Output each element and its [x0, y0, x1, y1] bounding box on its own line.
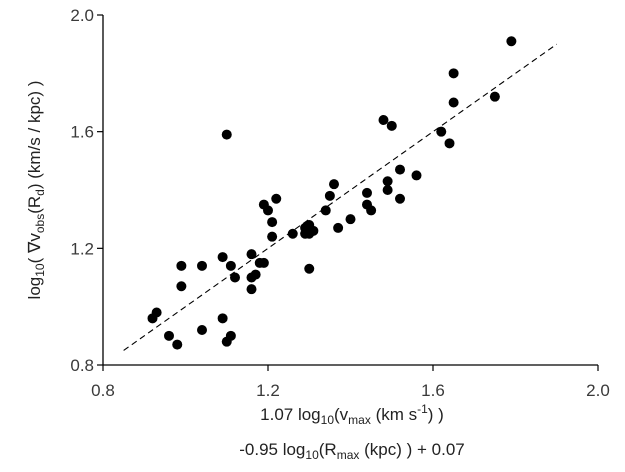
data-point — [271, 193, 282, 204]
data-point — [382, 176, 393, 187]
x-tick-label: 1.2 — [256, 381, 280, 400]
data-point — [411, 170, 422, 181]
data-point — [362, 187, 372, 198]
data-point — [304, 263, 315, 274]
x-axis-label-line1: 1.07 log10(vmax (km s-1) ) — [260, 402, 444, 427]
y-tick-label: 2.0 — [70, 6, 94, 25]
data-point — [324, 190, 335, 201]
data-point — [267, 231, 278, 242]
data-point — [258, 257, 269, 268]
data-point — [225, 330, 236, 341]
data-point — [217, 313, 228, 324]
y-axis-label: log10( ∇vobs(Rd) (km/s / kpc) ) — [25, 81, 47, 300]
data-point — [506, 36, 517, 47]
data-point — [386, 120, 397, 131]
trend-line-group — [123, 43, 558, 351]
data-point — [176, 281, 187, 292]
x-axis-label-line2: -0.95 log10(Rmax (kpc) ) + 0.07 — [239, 440, 465, 462]
data-point — [176, 260, 187, 271]
data-point — [246, 249, 257, 260]
data-point — [378, 115, 389, 125]
data-point — [444, 138, 455, 149]
y-tick-label: 0.8 — [70, 356, 94, 375]
data-point — [217, 252, 228, 263]
x-tick-label: 0.8 — [91, 381, 115, 400]
data-point — [267, 217, 278, 228]
data-point — [395, 164, 405, 175]
data-point — [366, 205, 377, 216]
y-tick-label: 1.2 — [70, 239, 94, 258]
data-point — [164, 330, 174, 341]
y-tick-label: 1.6 — [70, 123, 94, 142]
data-point — [263, 205, 273, 216]
data-point — [345, 214, 356, 225]
x-tick-label: 2.0 — [586, 381, 610, 400]
data-point — [436, 126, 447, 137]
trend-line — [123, 43, 558, 351]
x-tick-label: 1.6 — [421, 381, 445, 400]
data-point — [382, 185, 393, 195]
data-point — [230, 272, 240, 283]
axes — [102, 15, 598, 366]
data-point — [151, 307, 162, 318]
data-point — [448, 97, 459, 108]
data-points — [147, 36, 517, 350]
data-point — [172, 339, 183, 350]
data-point — [489, 91, 500, 102]
data-point — [221, 129, 232, 140]
data-point — [197, 325, 207, 335]
ticks: 0.8 1.2 1.6 2.0 0.8 1.2 1.6 2.0 — [70, 6, 609, 400]
data-point — [333, 222, 344, 233]
data-point — [395, 193, 405, 204]
data-point — [329, 179, 339, 190]
data-point — [197, 260, 207, 271]
data-point — [246, 284, 257, 295]
data-point — [287, 228, 298, 239]
data-point — [250, 269, 261, 280]
data-point — [448, 68, 459, 79]
data-point — [320, 205, 331, 216]
data-point — [225, 260, 236, 271]
data-point — [308, 225, 319, 236]
